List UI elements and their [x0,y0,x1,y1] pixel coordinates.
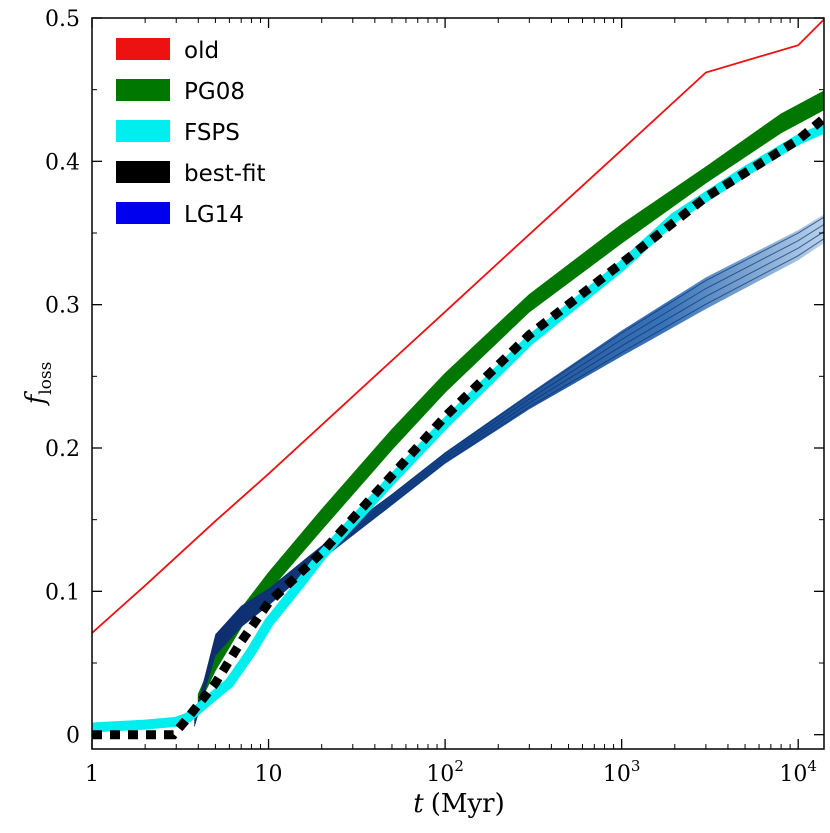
y-tick-label: 0.4 [45,150,80,175]
x-tick-label: 102 [426,757,464,787]
x-axis-label: t (Myr) [413,789,504,819]
x-tick-label: 103 [603,757,641,787]
legend-label-old: old [184,38,219,64]
series-fsps-line [92,123,824,733]
y-axis-sub: loss [36,362,56,395]
x-tick-base: 10 [603,762,631,787]
legend-label-pg08: PG08 [184,79,245,105]
y-tick-label: 0.5 [45,7,80,32]
x-tick-exp: 4 [807,757,817,775]
x-tick-label: 10 [255,762,283,787]
legend-swatch-lg14 [116,202,170,224]
y-tick-label: 0.3 [45,294,80,319]
series-lg14-line-1 [193,231,824,724]
series-lg14-band [194,214,824,728]
plot-frame [91,17,825,750]
x-tick-label: 104 [779,757,817,787]
series-lg14-line-0 [193,238,824,727]
legend-label-lg14: LG14 [184,202,244,228]
legend-swatch-pg08 [116,79,170,101]
legend-label-best-fit: best-fit [184,161,266,187]
plot-area [92,18,824,740]
y-tick-label: 0.2 [45,437,80,462]
x-tick-base: 10 [779,762,807,787]
y-tick-label: 0.1 [45,580,80,605]
x-tick-exp: 3 [631,757,641,775]
legend-swatch-old [116,38,170,60]
x-tick-exp: 2 [454,757,464,775]
x-tick-base: 1 [85,762,99,787]
legend: old PG08 FSPS best-fit LG14 [116,38,266,228]
legend-swatch-best-fit [116,161,170,183]
legend-swatch-fsps [116,120,170,142]
y-axis-label: floss [21,362,56,407]
series-old-line [92,18,824,634]
x-tick-base: 10 [426,762,454,787]
legend-label-fsps: FSPS [184,120,240,146]
x-tick-label: 1 [85,762,99,787]
x-axis-unit: (Myr) [431,789,505,819]
series-lg14-line-3 [193,216,824,719]
x-tick-base: 10 [255,762,283,787]
series-lg14-line-2 [193,223,824,722]
y-tick-label: 0 [66,724,80,749]
x-axis-var: t [413,789,424,819]
